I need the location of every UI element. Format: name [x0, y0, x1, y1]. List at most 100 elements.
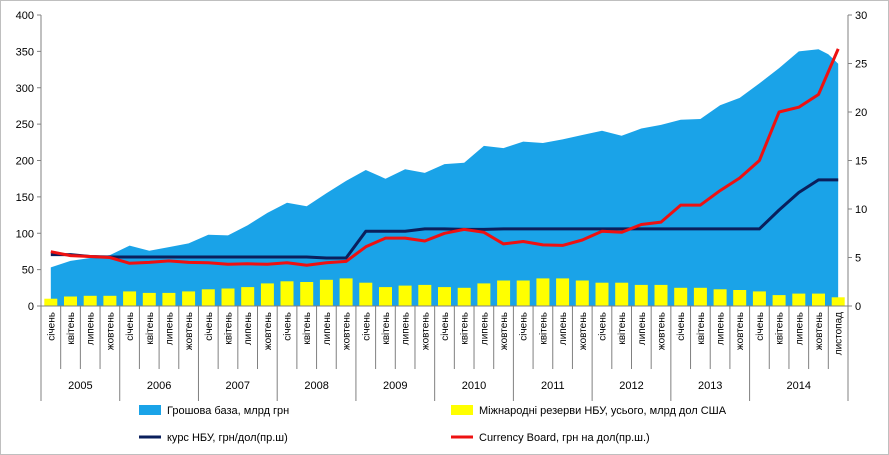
- category-label: липень: [716, 312, 727, 345]
- reserves-bar: [595, 282, 609, 306]
- reserves-bar: [674, 287, 688, 306]
- category-label: січень: [204, 312, 215, 341]
- reserves-bar: [280, 281, 294, 306]
- category-label: жовтень: [814, 312, 825, 350]
- left-tick-label: 200: [16, 156, 34, 168]
- reserves-bar: [300, 282, 314, 306]
- reserves-bar: [556, 278, 570, 306]
- reserves-bar: [221, 288, 235, 306]
- category-label: січень: [597, 312, 608, 341]
- currency-board-line: [50, 48, 840, 267]
- reserves-bar: [457, 287, 471, 306]
- year-label: 2009: [383, 380, 407, 392]
- money-base-area: [50, 49, 839, 306]
- reserves-bar: [123, 291, 137, 306]
- year-label: 2014: [787, 380, 811, 392]
- category-label: липень: [322, 312, 333, 345]
- reserves-bar: [477, 283, 491, 306]
- category-label: квітень: [66, 312, 77, 345]
- category-label: липень: [479, 312, 490, 345]
- legend-label-currency-board: Currency Board, грн на дол(пр.ш.): [479, 432, 650, 444]
- reserves-bar: [83, 295, 97, 306]
- category-label: квітень: [302, 312, 313, 345]
- axes: [37, 14, 852, 401]
- reserves-bar: [201, 289, 215, 306]
- left-tick-label: 350: [16, 46, 34, 58]
- legend: Грошова база, млрд грн Міжнародні резерв…: [139, 405, 727, 444]
- reserves-bar: [438, 287, 451, 306]
- category-label: квітень: [617, 312, 628, 345]
- year-label: 2012: [619, 380, 643, 392]
- reserves-bar: [752, 291, 766, 306]
- left-tick-label: 300: [16, 83, 34, 95]
- category-label: липень: [794, 312, 805, 345]
- reserves-bar: [359, 282, 373, 306]
- category-label: липень: [637, 312, 648, 345]
- category-label: жовтень: [657, 312, 668, 350]
- category-label: січень: [283, 312, 294, 341]
- category-label: січень: [125, 312, 136, 341]
- left-tick-label: 250: [16, 119, 34, 131]
- reserves-bar: [831, 297, 845, 306]
- reserves-bar: [339, 278, 353, 306]
- reserves-bar: [182, 291, 196, 306]
- right-tick-label: 30: [855, 10, 867, 22]
- year-label: 2007: [226, 380, 250, 392]
- reserves-bar: [733, 290, 747, 306]
- reserves-bar: [654, 284, 668, 306]
- right-tick-label: 25: [855, 59, 867, 71]
- reserves-bar: [142, 292, 156, 306]
- reserves-bar: [44, 298, 58, 306]
- reserves-bar: [398, 285, 412, 306]
- category-label: листопад: [834, 312, 845, 355]
- reserves-bar: [103, 295, 117, 306]
- category-label: жовтень: [499, 312, 510, 350]
- category-label: жовтень: [105, 312, 116, 350]
- legend-label-nbu-rate: курс НБУ, грн/дол(пр.ш): [167, 432, 288, 444]
- reserves-bar: [418, 284, 432, 306]
- right-tick-label: 0: [855, 301, 861, 313]
- category-label: липень: [243, 312, 254, 345]
- category-label: жовтень: [184, 312, 195, 350]
- year-label: 2010: [462, 380, 486, 392]
- reserves-bar: [162, 292, 176, 306]
- reserves-bar: [536, 278, 550, 306]
- category-label: жовтень: [735, 312, 746, 350]
- reserves-bar: [792, 293, 806, 306]
- reserves-bar: [693, 287, 707, 306]
- left-tick-label: 50: [22, 265, 34, 277]
- reserves-bar: [575, 280, 589, 306]
- category-label: квітень: [775, 312, 786, 345]
- left-tick-label: 100: [16, 228, 34, 240]
- category-label: жовтень: [263, 312, 274, 350]
- right-tick-label: 15: [855, 156, 867, 168]
- reserves-bar: [260, 283, 274, 306]
- category-label: квітень: [538, 312, 549, 345]
- category-label: жовтень: [420, 312, 431, 350]
- left-tick-label: 150: [16, 192, 34, 204]
- reserves-bar: [64, 296, 77, 306]
- category-label: січень: [46, 312, 57, 341]
- category-label: липень: [86, 312, 97, 345]
- plot-area: [44, 48, 845, 306]
- reserves-bar: [497, 280, 511, 306]
- reserves-bar: [241, 287, 255, 306]
- category-label: липень: [401, 312, 412, 345]
- category-label: квітень: [696, 312, 707, 345]
- category-label: липень: [164, 312, 175, 345]
- reserves-bar: [319, 279, 333, 306]
- year-label: 2005: [68, 380, 92, 392]
- right-tick-label: 5: [855, 253, 861, 265]
- category-label: січень: [361, 312, 372, 341]
- axis-labels: 0 50 100 150 200 250 300 350 400 0 5 10 15 20 25 30 січе…: [16, 10, 868, 392]
- category-label: квітень: [460, 312, 471, 345]
- category-label: квітень: [223, 312, 234, 345]
- legend-label-reserves: Міжнародні резерви НБУ, усього, млрд дол…: [479, 405, 727, 417]
- right-tick-label: 20: [855, 107, 867, 119]
- category-label: січень: [440, 312, 451, 341]
- right-tick-label: 10: [855, 204, 867, 216]
- category-label: квітень: [381, 312, 392, 345]
- reserves-bar: [772, 295, 786, 306]
